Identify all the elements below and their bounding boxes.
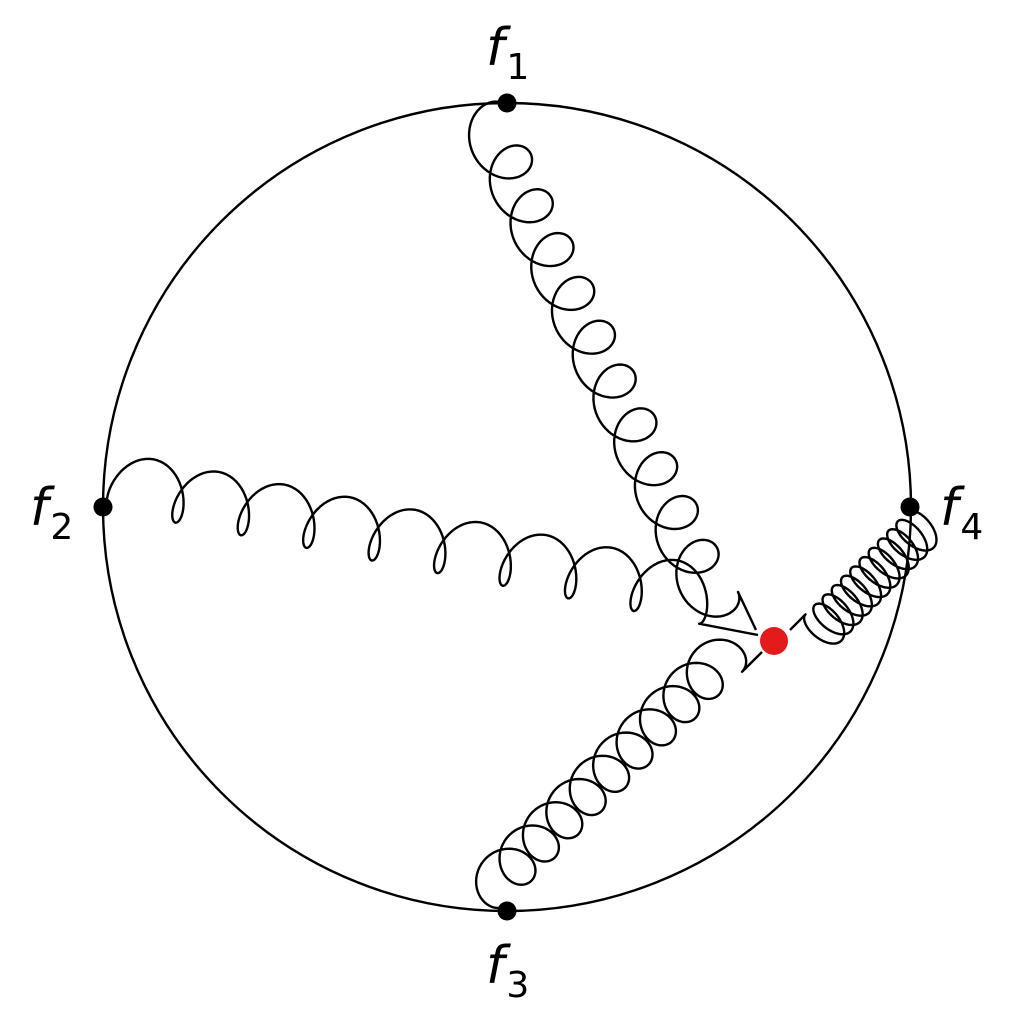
propagator-f1 <box>467 100 758 631</box>
propagator-f3 <box>474 638 763 910</box>
label-f2: f2 <box>30 478 74 548</box>
vertex-f1 <box>497 93 517 113</box>
label-f4: f4 <box>940 478 984 548</box>
boundary-circle <box>101 101 913 913</box>
propagator-f4 <box>789 509 938 645</box>
vertex-f2 <box>93 497 113 517</box>
label-f1: f1 <box>486 18 530 88</box>
label-f3: f3 <box>486 936 530 1006</box>
vertex-f4 <box>900 497 920 517</box>
propagator-f2 <box>105 457 759 637</box>
interaction-vertex <box>760 627 788 655</box>
vertex-f3 <box>497 901 517 921</box>
